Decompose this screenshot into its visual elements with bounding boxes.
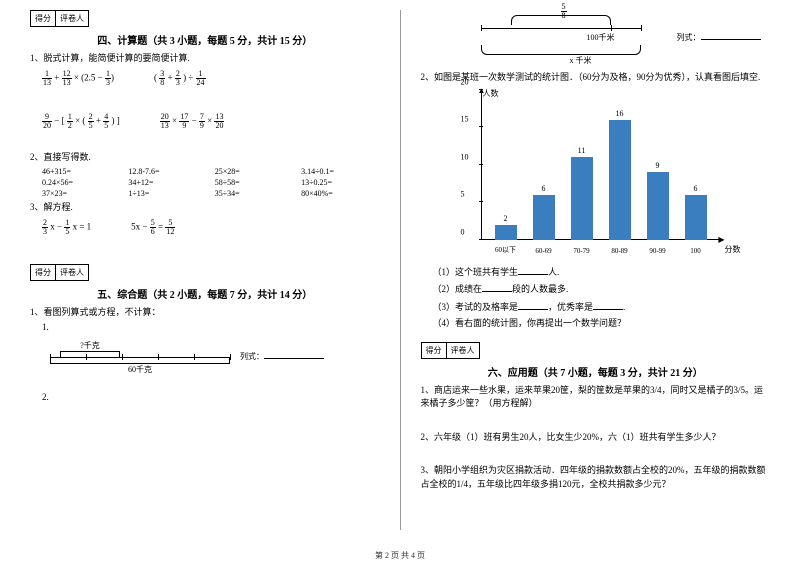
y-tick-label: 0 <box>461 227 465 236</box>
section5-title: 五、综合题（共 2 小题，每题 7 分，共计 14 分） <box>30 286 380 301</box>
calc-item: 3.14÷0.1= <box>301 167 379 176</box>
blank-field[interactable] <box>264 349 324 359</box>
q6-2: 2、六年级（1）班有男生20人，比女生少20%，六（1）班共有学生多少人？ <box>421 431 771 445</box>
bar-value: 16 <box>609 109 631 118</box>
y-tick-label: 20 <box>461 77 469 86</box>
calc-item: 58÷58= <box>215 178 293 187</box>
weight-diagram: ?千克 60千克 <box>50 340 230 375</box>
label-qkg: ?千克 <box>60 340 120 351</box>
blank-field[interactable] <box>518 300 548 310</box>
page-footer: 第 2 页 共 4 页 <box>0 550 800 561</box>
blank-field[interactable] <box>482 282 512 292</box>
x-tick-label: 70-79 <box>567 247 597 255</box>
chart-q2: （2）成绩在段的人数最多. <box>433 282 771 297</box>
grader-label: 评卷人 <box>56 265 88 280</box>
y-tick-label: 5 <box>461 190 465 199</box>
bar-value: 9 <box>647 161 669 170</box>
q4-2: 2、直接写得数. <box>30 151 380 165</box>
x-tick-label: 100 <box>681 247 711 255</box>
lieshi-label: 列式： <box>677 33 701 42</box>
y-tick-label: 15 <box>461 115 469 124</box>
x-tick-label: 80-89 <box>605 247 635 255</box>
column-divider <box>400 10 401 530</box>
chart-bar: 6 <box>685 195 707 240</box>
bar-value: 6 <box>685 184 707 193</box>
calc-item: 34+12= <box>128 178 206 187</box>
x-axis-title: 分数 <box>725 244 741 255</box>
calc-item: 80×40%= <box>301 189 379 198</box>
score-box: 得分 评卷人 <box>30 264 89 281</box>
score-box: 得分 评卷人 <box>30 10 89 27</box>
q6-3: 3、朝阳小学组织为灾区捐款活动．四年级的捐款数额占全校的20%，五年级的捐款数额… <box>421 464 771 491</box>
distance-diagram: 58 100千米 x 千米 列式： <box>481 15 681 66</box>
chart-q3: （3）考试的及格率是，优秀率是. <box>433 300 771 315</box>
chart-q4: （4）看右面的统计图，你再提出一个数学问题？ <box>433 317 771 331</box>
bar-value: 2 <box>495 214 517 223</box>
score-box: 得分 评卷人 <box>421 342 480 359</box>
calc-item: 46+315= <box>42 167 120 176</box>
q4-3: 3、解方程. <box>30 201 380 215</box>
calc-item: 35÷34= <box>215 189 293 198</box>
calc-item: 25×28= <box>215 167 293 176</box>
calc-grid: 46+315= 12.8-7.6= 25×28= 3.14÷0.1= 0.24×… <box>42 167 380 198</box>
left-column: 得分 评卷人 四、计算题（共 3 小题，每题 5 分，共计 15 分） 1、脱式… <box>30 10 380 530</box>
x-tick-label: 60-69 <box>529 247 559 255</box>
eq-4-1c: 920 − [ 12 × ( 25 + 45 ) ] <box>42 113 120 130</box>
label-60kg: 60千克 <box>50 364 230 375</box>
x-tick-label: 90-99 <box>643 247 673 255</box>
chart-bar: 11 <box>571 157 593 240</box>
lieshi-label: 列式： <box>240 352 264 361</box>
chart-bar: 6 <box>533 195 555 240</box>
blank-field[interactable] <box>593 300 623 310</box>
grader-label: 评卷人 <box>56 11 88 26</box>
y-tick-label: 10 <box>461 152 469 161</box>
q5-1: 1、看图列算式或方程，不计算： <box>30 306 380 320</box>
score-label: 得分 <box>31 265 56 280</box>
blank-field[interactable] <box>518 265 548 275</box>
eq-4-3a: 23 x − 15 x = 1 <box>42 219 91 236</box>
q-chart-intro: 2、如图是某班一次数学测试的统计图．（60分为及格，90分为优秀），认真看图后填… <box>421 71 771 85</box>
eq-4-3b: 5x − 56 = 512 <box>131 219 175 236</box>
y-axis-title: 人数 <box>483 88 499 99</box>
calc-item: 1÷13= <box>128 189 206 198</box>
bar-chart: ▲ 人数 ▶ 分数 05101520260以下660-691170-791680… <box>451 90 731 260</box>
calc-item: 12.8-7.6= <box>128 167 206 176</box>
label-100km: 100千米 <box>521 32 681 43</box>
eq-4-1d: 2013 × 179 − 79 × 1320 <box>160 113 225 130</box>
chart-bar: 2 <box>495 225 517 240</box>
eq-4-1b: ( 38 + 23 ) ÷ 124 <box>154 70 206 87</box>
blank-field[interactable] <box>701 30 761 40</box>
chart-bar: 16 <box>609 120 631 240</box>
x-tick-label: 60以下 <box>491 245 521 255</box>
bar-value: 6 <box>533 184 555 193</box>
chart-q1: （1）这个班共有学生人. <box>433 265 771 280</box>
q5-1-2: 2. <box>42 392 380 402</box>
section6-title: 六、应用题（共 7 小题，每题 3 分，共计 21 分） <box>421 364 771 379</box>
calc-item: 0.24×56= <box>42 178 120 187</box>
label-xkm: x 千米 <box>481 55 681 66</box>
calc-item: 13÷0.25= <box>301 178 379 187</box>
q6-1: 1、商店运来一些水果，运来苹果20筐，梨的筐数是苹果的3/4，同时又是橘子的3/… <box>421 384 771 411</box>
bar-value: 11 <box>571 146 593 155</box>
eq-4-1a: 113 + 1213 × (2.5 − 13) <box>42 70 114 87</box>
calc-item: 37×23= <box>42 189 120 198</box>
right-column: 58 100千米 x 千米 列式： 2、如图是某班一次数学测试的统计图．（60分… <box>421 10 771 530</box>
chart-bar: 9 <box>647 172 669 240</box>
score-label: 得分 <box>422 343 447 358</box>
q4-1: 1、脱式计算，能简便计算的要简便计算. <box>30 52 380 66</box>
section4-title: 四、计算题（共 3 小题，每题 5 分，共计 15 分） <box>30 32 380 47</box>
grader-label: 评卷人 <box>447 343 479 358</box>
score-label: 得分 <box>31 11 56 26</box>
q5-1-1: 1. <box>42 322 380 332</box>
